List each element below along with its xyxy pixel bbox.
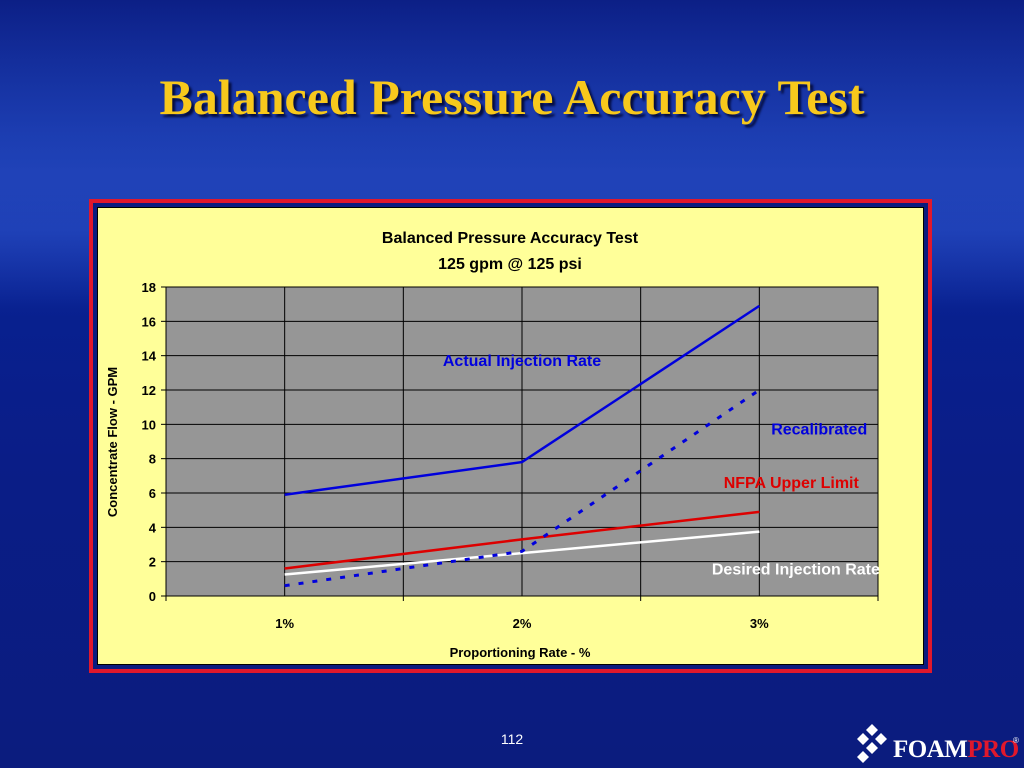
foampro-diamond-logo-icon (857, 724, 887, 763)
series-label-recalibrated: Recalibrated (771, 422, 867, 439)
slide-title: Balanced Pressure Accuracy Test (159, 69, 865, 125)
x-tick-label: 3% (750, 616, 769, 631)
page-number: 112 (500, 731, 524, 747)
series-line-nfpa-upper-limit (284, 510, 760, 570)
series-label-desired-injection-rate: Desired Injection Rate (712, 562, 880, 579)
y-tick-label: 2 (149, 555, 156, 570)
series-label-nfpa-upper-limit: NFPA Upper Limit (724, 475, 860, 492)
series-line-recalibrated (284, 388, 761, 588)
y-tick-label: 18 (142, 280, 156, 295)
x-tick-label: 2% (513, 616, 532, 631)
series-line-actual-injection-rate (284, 304, 761, 496)
y-tick-label: 14 (142, 349, 157, 364)
registered-mark: ® (1013, 736, 1019, 745)
y-tick-label: 0 (149, 589, 156, 604)
y-tick-label: 6 (149, 486, 156, 501)
series-label-actual-injection-rate: Actual Injection Rate (443, 353, 601, 370)
foampro-logo-text: FOAMPRO (893, 736, 1019, 763)
series-line-desired-injection-rate (284, 530, 760, 576)
chart-title: Balanced Pressure Accuracy Test (382, 230, 639, 247)
y-tick-label: 4 (149, 520, 157, 535)
y-tick-label: 10 (142, 417, 156, 432)
chart-subtitle: 125 gpm @ 125 psi (438, 256, 582, 273)
y-tick-label: 16 (142, 314, 156, 329)
line-chart: Balanced Pressure Accuracy Test 125 gpm … (105, 230, 880, 660)
y-axis-label: Concentrate Flow - GPM (105, 367, 120, 517)
x-axis-label: Proportioning Rate - % (450, 645, 591, 660)
y-tick-label: 12 (142, 383, 156, 398)
y-tick-label: 8 (149, 452, 156, 467)
x-tick-label: 1% (275, 616, 294, 631)
